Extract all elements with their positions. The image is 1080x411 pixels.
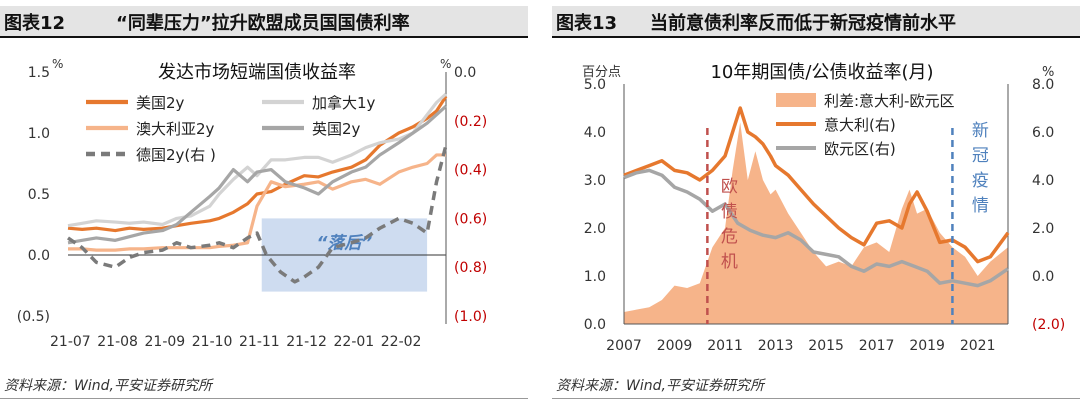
x-tick-label: 22-02	[381, 334, 422, 350]
left-tick-label: 0.0	[584, 317, 606, 333]
event-label-char: 危	[721, 227, 738, 247]
left-tick-label: 0.5	[28, 187, 50, 203]
left-figure-label: 图表12	[4, 13, 66, 34]
x-tick-label: 2013	[758, 338, 794, 354]
event-label-char: 疫	[972, 171, 989, 191]
right-tick-label: (0.2)	[454, 114, 487, 130]
x-tick-label: 2015	[808, 338, 844, 354]
x-tick-label: 2011	[707, 338, 743, 354]
series-line-4	[67, 144, 448, 284]
event-label-char: 新	[972, 121, 989, 141]
left-source-divider	[0, 398, 528, 399]
left-tick-label: 1.0	[584, 269, 606, 285]
x-tick-label: 22-01	[334, 334, 375, 350]
right-figure-title: 当前意债利率反而低于新冠疫情前水平	[650, 13, 956, 34]
spread-area	[624, 122, 1008, 325]
left-tick-label: 2.0	[584, 221, 606, 237]
legend-label: 德国2y(右 )	[136, 146, 216, 164]
right-header: 图表13 当前意债利率反而低于新冠疫情前水平	[552, 6, 1080, 38]
event-label-char: 机	[721, 252, 738, 272]
legend-label: 意大利(右)	[824, 116, 896, 134]
right-source-divider	[552, 398, 1080, 399]
x-tick-label: 21-10	[192, 334, 233, 350]
series-line-1	[67, 92, 448, 228]
right-panel: 图表13 当前意债利率反而低于新冠疫情前水平 10年期国债/公债收益率(月) 百分…	[552, 0, 1080, 411]
right-axis-unit: %	[1042, 65, 1054, 80]
legend-label: 美国2y	[136, 94, 185, 112]
x-tick-label: 2019	[909, 338, 945, 354]
left-tick-label: 5.0	[584, 77, 606, 93]
legend-label: 欧元区(右)	[824, 140, 896, 158]
legend-swatch	[776, 93, 816, 107]
left-tick-label: 4.0	[584, 125, 606, 141]
event-label-char: 冠	[972, 146, 989, 166]
left-figure-title: “同辈压力”拉升欧盟成员国国债利率	[116, 13, 410, 34]
left-tick-label: 1.0	[28, 126, 50, 142]
event-label-char: 欧	[721, 177, 738, 197]
right-tick-label: (0.6)	[454, 211, 487, 227]
x-tick-label: 21-09	[145, 334, 186, 350]
right-tick-label: 2.0	[1032, 221, 1054, 237]
left-tick-label: (0.5)	[17, 309, 50, 325]
right-tick-label: 0.0	[1032, 269, 1054, 285]
legend-label: 英国2y	[312, 120, 361, 138]
right-tick-label: 8.0	[1032, 77, 1054, 93]
right-tick-label: 0.0	[454, 65, 476, 81]
right-tick-label: 6.0	[1032, 125, 1054, 141]
x-tick-label: 2009	[657, 338, 693, 354]
right-tick-label: (0.4)	[454, 163, 487, 179]
x-tick-label: 21-07	[50, 334, 91, 350]
left-tick-label: 0.0	[28, 248, 50, 264]
left-source: 资料来源：Wind,平安证券研究所	[4, 378, 212, 394]
x-tick-label: 2017	[859, 338, 895, 354]
x-tick-label: 2021	[960, 338, 996, 354]
chart-title: 10年期国债/公债收益率(月)	[710, 62, 933, 83]
right-source: 资料来源：Wind,平安证券研究所	[556, 378, 764, 394]
left-tick-label: 1.5	[28, 65, 50, 81]
left-header: 图表12 “同辈压力”拉升欧盟成员国国债利率	[0, 6, 528, 38]
x-tick-label: 21-11	[239, 334, 280, 350]
legend-label: 加拿大1y	[312, 94, 376, 112]
legend-label: 澳大利亚2y	[136, 120, 215, 138]
right-chart: 10年期国债/公债收益率(月) 百分点 % 5.0 4.0 3.0 2.0 1.0 0.0 8.0…	[582, 62, 1065, 354]
chart-title: 发达市场短端国债收益率	[158, 62, 356, 83]
left-panel: 图表12 “同辈压力”拉升欧盟成员国国债利率 发达市场短端国债收益率%% “落后”…	[0, 0, 528, 411]
right-axis-unit: %	[440, 57, 451, 71]
series-line-2	[68, 153, 446, 252]
right-tick-label: (2.0)	[1032, 317, 1065, 333]
legend-label: 利差:意大利-欧元区	[824, 92, 954, 110]
left-axis-unit: %	[52, 57, 63, 71]
right-tick-label: (0.8)	[454, 260, 487, 276]
right-figure-label: 图表13	[556, 13, 618, 34]
x-tick-label: 21-12	[286, 334, 327, 350]
series-line-1	[623, 168, 1009, 288]
series-line-0	[67, 95, 448, 233]
left-chart: 发达市场短端国债收益率% %“落后”1.51.00.50.0(0.5)0.0(0.…	[17, 57, 487, 350]
left-axis-unit: 百分点	[582, 65, 621, 80]
right-tick-label: (1.0)	[454, 309, 487, 325]
series-line-3	[67, 104, 448, 245]
event-label-char: 情	[972, 196, 989, 216]
series-line-0	[623, 106, 1010, 264]
event-label-char: 债	[721, 202, 738, 222]
x-tick-label: 2007	[606, 338, 642, 354]
left-tick-label: 3.0	[584, 173, 606, 189]
x-tick-label: 21-08	[97, 334, 138, 350]
right-tick-label: 4.0	[1032, 173, 1054, 189]
